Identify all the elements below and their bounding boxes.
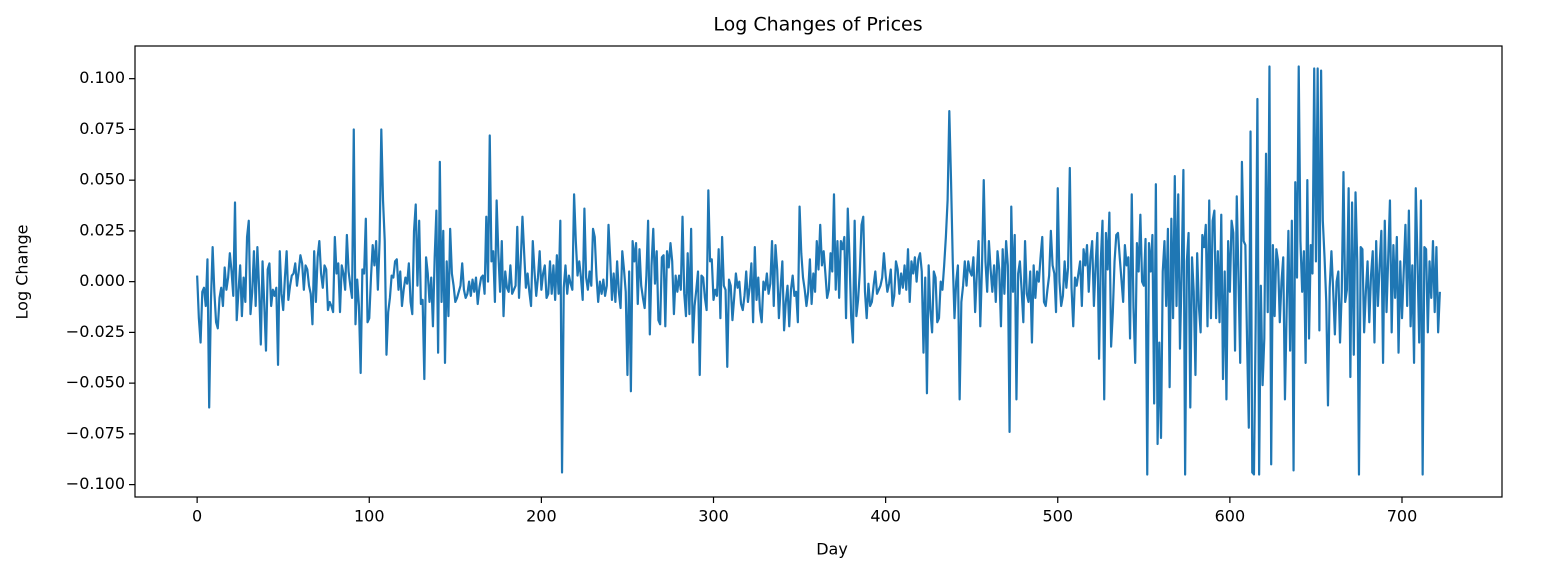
y-tick-label: −0.025 — [66, 322, 125, 341]
x-tick-label: 600 — [1215, 507, 1246, 526]
y-tick-label: 0.100 — [79, 68, 125, 87]
chart-title: Log Changes of Prices — [713, 14, 922, 36]
x-axis-label: Day — [816, 540, 848, 559]
y-tick-label: 0.050 — [79, 170, 125, 189]
y-tick-label: −0.100 — [66, 474, 125, 493]
y-tick-label: −0.050 — [66, 373, 125, 392]
x-tick-label: 500 — [1042, 507, 1073, 526]
y-tick-label: 0.000 — [79, 271, 125, 290]
y-tick-label: −0.075 — [66, 423, 125, 442]
plot-frame — [134, 45, 1503, 498]
x-tick-label: 100 — [354, 507, 385, 526]
y-tick-label: 0.075 — [79, 119, 125, 138]
x-tick-label: 300 — [698, 507, 729, 526]
x-tick-label: 0 — [192, 507, 202, 526]
x-tick-label: 200 — [526, 507, 557, 526]
data-line — [196, 65, 1441, 476]
x-tick-label: 700 — [1387, 507, 1418, 526]
x-tick-label: 400 — [870, 507, 901, 526]
y-tick-label: 0.025 — [79, 220, 125, 239]
y-axis-label: Log Change — [13, 225, 32, 320]
